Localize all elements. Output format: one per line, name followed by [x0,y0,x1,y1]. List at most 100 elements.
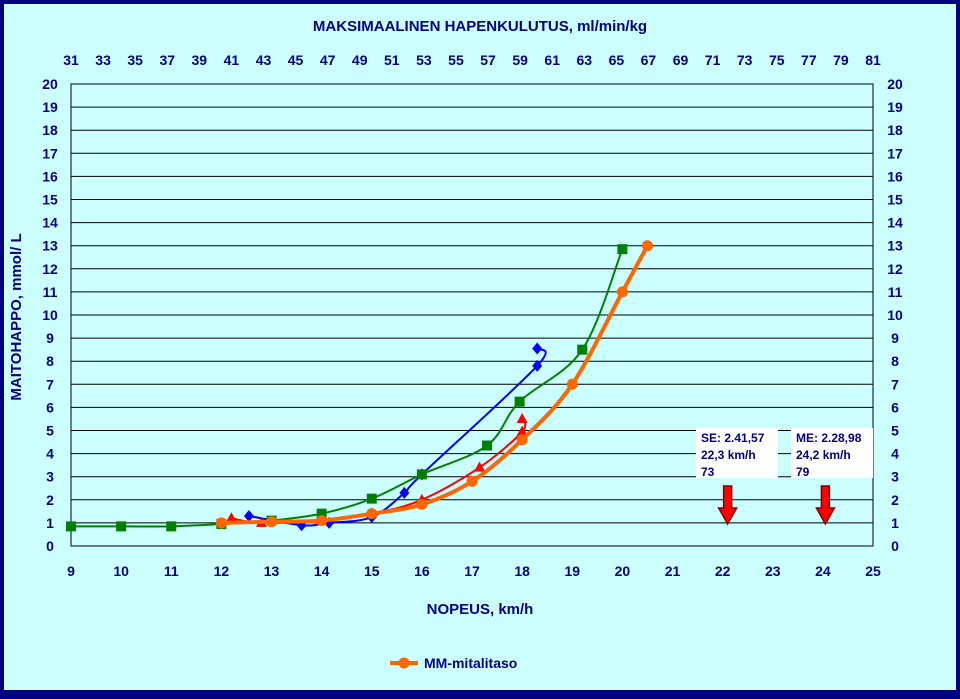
y-tick-label: 1 [46,515,54,531]
data-point [516,412,528,423]
data-point [532,359,543,372]
top-tick-label: 71 [705,52,721,68]
y-tick-label: 5 [46,423,54,439]
y2-tick-label: 1 [891,515,899,531]
top-tick-label: 45 [288,52,304,68]
x-axis-label: NOPEUS, km/h [427,601,534,618]
y2-tick-label: 2 [891,492,899,508]
top-tick-label: 51 [384,52,400,68]
y2-tick-label: 0 [891,538,899,554]
y-tick-label: 14 [42,215,58,231]
y-tick-label: 7 [46,376,54,392]
top-tick-label: 31 [63,52,79,68]
x-tick-label: 24 [815,563,831,579]
x-tick-label: 18 [514,563,530,579]
top-tick-label: 41 [224,52,240,68]
y-tick-label: 10 [42,307,58,323]
x-tick-label: 19 [564,563,580,579]
data-point [474,461,486,472]
top-tick-label: 35 [127,52,143,68]
top-tick-label: 37 [159,52,175,68]
x-tick-label: 17 [464,563,480,579]
data-point [616,286,628,298]
y2-tick-label: 13 [887,238,903,254]
y2-tick-label: 3 [891,469,899,485]
x-tick-label: 9 [67,563,75,579]
annotation-text: SE: 2.41,57 [701,431,765,445]
x-tick-label: 23 [765,563,781,579]
x-tick-label: 16 [414,563,430,579]
data-point [641,240,653,252]
x-tick-label: 15 [364,563,380,579]
top-tick-label: 69 [673,52,689,68]
data-point [532,342,543,355]
top-tick-label: 47 [320,52,336,68]
data-point [416,498,428,510]
top-tick-label: 65 [609,52,625,68]
top-tick-label: 53 [416,52,432,68]
top-tick-label: 43 [256,52,272,68]
y2-tick-label: 7 [891,376,899,392]
y2-tick-label: 18 [887,122,903,138]
data-point [266,516,277,528]
x-tick-label: 25 [865,563,881,579]
data-point [566,378,578,390]
data-point [514,396,525,407]
legend: MM-mitalitaso [390,655,517,671]
x-tick-label: 12 [214,563,230,579]
y-tick-label: 9 [46,330,54,346]
y-tick-label: 11 [43,284,58,300]
x-tick-label: 14 [314,563,330,579]
chart-title: MAKSIMAALINEN HAPENKULUTUS, ml/min/kg [313,18,647,35]
down-arrow [717,485,738,526]
data-point [316,515,328,527]
annotation-text: 24,2 km/h [796,448,851,462]
y2-tick-label: 10 [887,307,903,323]
y-tick-label: 15 [42,192,58,208]
annotation-box [696,428,778,478]
y2-tick-label: 5 [891,423,899,439]
data-point [366,508,378,520]
y-tick-label: 2 [46,492,54,508]
annotation: SE: 2.41,57 22,3 km/h 73 [696,428,778,526]
top-tick-label: 49 [352,52,368,68]
x-tick-label: 22 [715,563,731,579]
annotation-text: 22,3 km/h [701,448,756,462]
data-point [399,486,410,499]
y2-tick-label: 6 [891,399,899,415]
data-point [243,509,254,522]
y-tick-label: 20 [42,76,58,92]
y-tick-label: 18 [42,122,58,138]
series [215,240,653,529]
top-tick-label: 57 [480,52,496,68]
y2-tick-label: 17 [887,145,903,161]
x-tick-label: 13 [264,563,280,579]
top-tick-label: 81 [865,52,881,68]
top-tick-label: 33 [95,52,111,68]
y-tick-label: 19 [42,99,58,115]
x-tick-label: 21 [665,563,681,579]
y2-tick-label: 8 [891,353,899,369]
data-point [225,512,237,523]
data-point [516,434,528,446]
y-tick-label: 3 [46,469,54,485]
top-tick-label: 61 [544,52,560,68]
y2-tick-label: 9 [891,330,899,346]
annotation-box [791,428,873,478]
annotation-text: 79 [796,465,810,479]
axes: 9 10 11 12 13 14 15 16 17 18 19 20 21 22 23 24 250 01 12 23… [42,52,903,579]
y-axis-label: MAITOHAPPO, mmol/ L [8,233,25,400]
data-point [617,244,628,255]
annotation-text: ME: 2.28,98 [796,431,862,445]
series-line [221,244,650,525]
top-tick-label: 39 [192,52,208,68]
y-tick-label: 8 [46,353,54,369]
x-tick-label: 11 [164,563,179,579]
top-tick-label: 55 [448,52,464,68]
top-tick-label: 79 [833,52,849,68]
top-tick-label: 63 [576,52,592,68]
y2-tick-label: 16 [887,168,903,184]
top-tick-label: 73 [737,52,753,68]
